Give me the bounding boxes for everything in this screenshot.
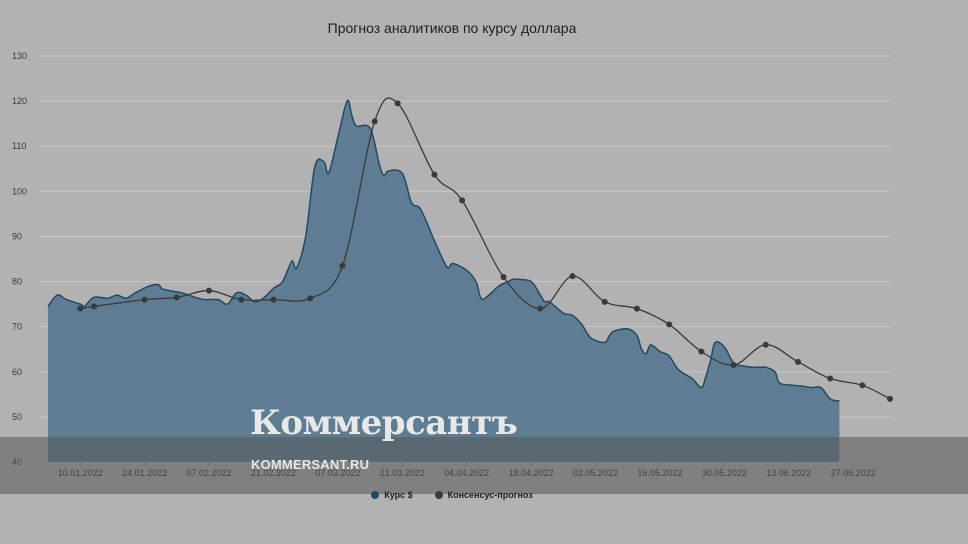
y-tick-label: 70: [12, 322, 22, 332]
consensus-point: [173, 294, 180, 301]
consensus-point: [500, 274, 507, 281]
y-tick-label: 110: [12, 141, 26, 151]
y-tick-label: 100: [12, 186, 27, 196]
legend-item-rate[interactable]: Курс $: [371, 490, 413, 500]
consensus-point: [91, 303, 98, 310]
legend-label-rate: Курс $: [384, 490, 413, 500]
consensus-point: [537, 305, 544, 312]
watermark-band: [0, 437, 968, 494]
consensus-point: [270, 296, 277, 303]
rate-area-fill: [48, 100, 840, 462]
brand-url: KOMMERSANT.RU: [251, 457, 370, 472]
legend-marker-rate: [371, 491, 380, 499]
y-tick-label: 130: [12, 51, 27, 61]
brand-logo: Коммерсантъ: [250, 403, 518, 443]
rate-line: [47, 99, 840, 402]
y-tick-label: 60: [12, 367, 22, 377]
consensus-point: [371, 118, 378, 125]
consensus-point: [459, 197, 466, 204]
y-axis-ticks: 405060708090100110120130: [12, 51, 27, 467]
chart-title: Прогноз аналитиков по курсу доллара: [327, 20, 577, 36]
consensus-point: [887, 395, 893, 402]
consensus-point: [859, 382, 866, 389]
y-tick-label: 120: [12, 96, 27, 106]
consensus-point: [633, 305, 640, 312]
chart-legend: Курс $ Консенсус-прогноз: [0, 490, 904, 500]
consensus-point: [794, 358, 801, 365]
legend-item-consensus[interactable]: Консенсус-прогноз: [434, 490, 533, 500]
y-tick-label: 50: [12, 412, 22, 422]
consensus-point: [569, 273, 576, 280]
consensus-point: [206, 287, 213, 294]
area-series-layer: [47, 99, 840, 462]
consensus-point: [666, 321, 673, 328]
consensus-point: [601, 298, 608, 305]
consensus-point: [730, 362, 737, 369]
consensus-point: [339, 262, 346, 269]
legend-marker-consensus: [434, 491, 443, 499]
consensus-point: [698, 348, 705, 355]
y-tick-label: 80: [12, 277, 22, 287]
line-series-layer: [80, 97, 891, 400]
y-tick-label: 90: [12, 231, 22, 241]
consensus-point: [827, 375, 834, 382]
line-markers: [77, 100, 893, 402]
consensus-point: [141, 296, 148, 303]
consensus-point: [307, 295, 314, 302]
consensus-point: [431, 171, 438, 178]
legend-label-consensus: Консенсус-прогноз: [447, 490, 533, 500]
consensus-point: [394, 100, 401, 107]
consensus-point: [77, 305, 84, 312]
consensus-point: [238, 296, 245, 303]
consensus-line: [80, 97, 891, 400]
consensus-point: [762, 341, 769, 348]
